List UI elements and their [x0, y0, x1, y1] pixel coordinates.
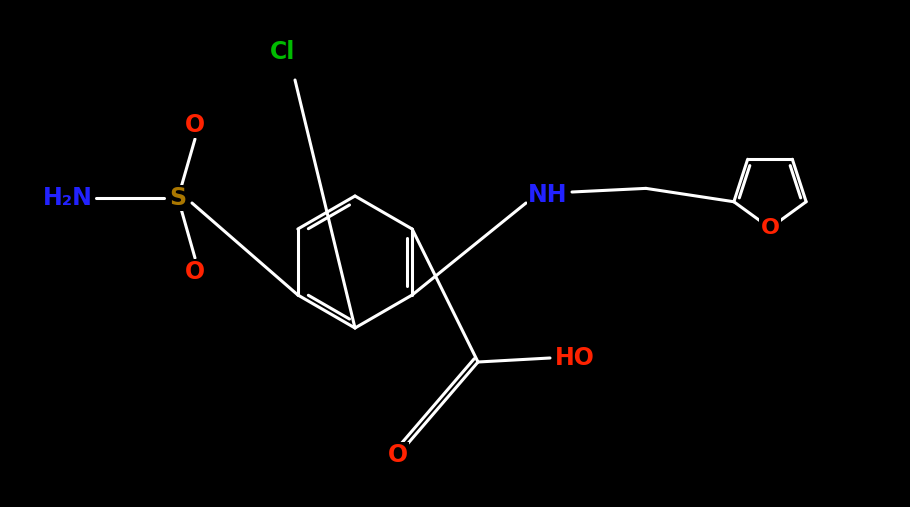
- Text: Cl: Cl: [270, 40, 296, 64]
- Text: HO: HO: [555, 346, 595, 370]
- Text: O: O: [185, 113, 205, 137]
- Text: NH: NH: [528, 183, 568, 207]
- Text: S: S: [169, 186, 187, 210]
- Text: H₂N: H₂N: [43, 186, 93, 210]
- Text: O: O: [388, 443, 408, 467]
- Text: O: O: [761, 218, 780, 238]
- Text: O: O: [185, 260, 205, 284]
